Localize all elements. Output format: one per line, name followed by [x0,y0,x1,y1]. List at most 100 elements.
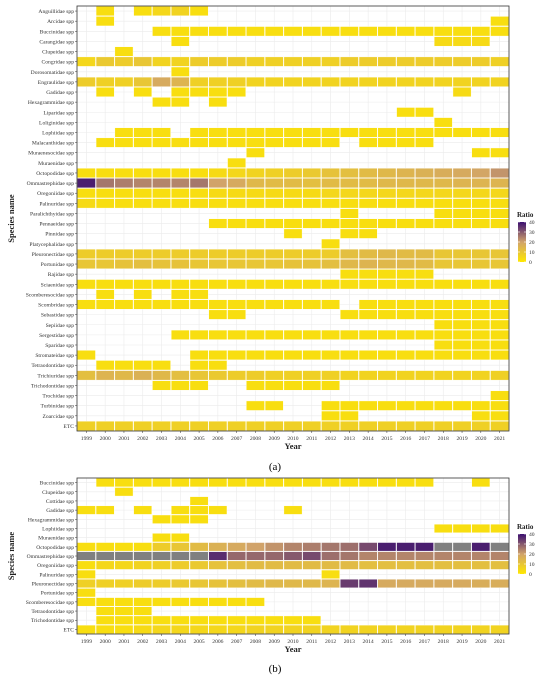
heatmap-cell: ETC 2008: 6 [246,624,265,634]
x-tick-label: 2012 [325,639,336,645]
heatmap-cell: Pleuronectidae spp 2000: 8 [95,248,115,259]
heatmap-cell: ETC 2014: 6 [358,624,378,634]
heatmap-cell: Trichodontidae spp 2009: 3 [264,615,284,625]
heatmap-cell: Trichiuridae spp 2008: 8 [246,370,265,381]
heatmap-cell: Malacanthidae spp 2003: 3 [152,137,171,148]
heatmap-cell: Paralichthyidae spp 2018: 3 [433,208,453,219]
heatmap-cell: Pleuronectidae spp 2007: 8 [227,248,246,259]
y-tick-label: Sepiidae spp [46,323,75,329]
heatmap-cell: Palinuridae spp 2000: 3 [95,198,115,209]
heatmap-cell: ETC 2013: 7 [340,420,359,431]
heatmap-cell: Octopodidae spp 2020: 19 [471,168,491,178]
heatmap-cell: Ommastrephidae spp 2002: grey [133,551,153,561]
heatmap-cell: Palinuridae spp 2021: 3 [490,198,509,209]
heatmap-cell: Turbinidae spp 2019: 3 [452,400,472,411]
heatmap-cell: Buccinidae spp 2020: 3 [471,478,491,488]
heatmap-cell: Engraulidae spp 2000: 7 [95,76,115,87]
heatmap-cell: Congridae spp 2002: 10 [133,56,153,67]
heatmap-cell: Pleuronectidae spp 2001: 7 [114,579,134,589]
heatmap-cell: Octopodidae spp 2000: 3 [95,168,115,178]
heatmap-cell: Muraenesocidae spp 2021: 3 [490,147,509,158]
heatmap-cell: ETC 2001: 7 [114,420,134,431]
heatmap-cell: Sebastidae spp 2013: 3 [340,309,359,320]
heatmap-cell: Portunidae spp 2010: 11 [283,259,303,269]
heatmap-cell: Trichiuridae spp 2004: 12 [171,370,190,381]
heatmap-cell: ETC 2010: 6 [283,624,303,634]
heatmap-cell: Octopodidae spp 2020: 38 [471,542,491,552]
heatmap-cell: Trichodontidae spp 2005: 3 [189,615,209,625]
y-tick-label: Sparidae spp [45,343,74,349]
heatmap-cell: Lophiidae spp 2019: 3 [452,523,472,533]
heatmap-cell: Pennaeidae spp 2015: 3 [377,218,397,229]
heatmap-cell: Trichodontidae spp 2001: 3 [114,615,134,625]
heatmap-cell: Sergestidae spp 2007: 3 [227,329,246,340]
heatmap-cell: Anguillidae spp 2002: 3 [133,6,153,17]
heatmap-cell: Octopodidae spp 2007: 5 [227,168,246,178]
heatmap-cell: Buccinidae spp 2012: 3 [321,26,340,37]
heatmap-cell: Gadidae spp 2004: 3 [171,87,190,97]
heatmap-cell: Pleuronectidae spp 2007: 12 [227,579,246,589]
x-tick-label: 2021 [494,436,505,442]
y-tick-label: Trochidae spp [42,394,74,400]
heatmap-cell: Ommastrephidae spp 2017: 14 [415,178,434,189]
heatmap-cell: Octopodidae spp 2017: 38 [415,542,434,552]
heatmap-cell: ETC 2009: 6 [264,624,284,634]
heatmap-cell: Oregoniidae spp 2021: 12 [490,560,509,570]
heatmap-cell: Portunidae spp 2003: 11 [152,259,171,269]
heatmap-cell: Engraulidae spp 1999: 8 [77,76,96,87]
heatmap-cell: ETC 2018: 6 [433,624,453,634]
heatmap-cell: Trichiuridae spp 2020: 6 [471,370,491,381]
heatmap-cell: Buccinidae spp 2021: 3 [490,26,509,37]
x-tick-label: 2002 [137,436,148,442]
heatmap-cell: Pleuronectidae spp 2016: 13 [396,248,415,259]
heatmap-cell: Scombridae spp 2000: 3 [95,299,115,310]
heatmap-cell: Clupeidae spp 2001: 3 [114,46,134,57]
heatmap-cell: Sergestidae spp 2005: 3 [189,329,209,340]
heatmap-cell: Palinuridae spp 2012: 3 [321,198,340,209]
heatmap-cell: Oregoniidae spp 2004: 8 [171,560,190,570]
heatmap-cell: Sciaenidae spp 2007: 3 [227,279,246,290]
heatmap-cell: Trichodontidae spp 2008: 3 [246,615,265,625]
heatmap-cell: Sparidae spp 2020: 3 [471,340,491,350]
heatmap-cell: ETC 2000: 7 [95,420,115,431]
y-tick-label: Gadidae spp [46,508,74,514]
heatmap-cell: Octopodidae spp 2015: 14 [377,168,397,178]
heatmap-cell: Pennaeidae spp 2021: 3 [490,218,509,229]
x-tick-label: 2007 [231,436,242,442]
y-tick-label: Platycephalidae spp [29,242,74,248]
heatmap-cell: Stromateidae spp 1999: 3 [77,350,96,361]
heatmap-cell: Stromateidae spp 2012: 3 [321,350,340,361]
y-tick-label: Scomberesocidae spp [26,292,75,298]
heatmap-cell: Buccinidae spp 2016: 3 [396,26,415,37]
heatmap-cell: Sparidae spp 2019: 3 [452,340,472,350]
heatmap-cell: Tetraodontidae spp 2002: 3 [133,360,153,371]
heatmap-cell: Liparidae spp 2017: 3 [415,107,434,118]
heatmap-cell: Pleuronectidae spp 2019: 10 [452,248,472,259]
x-tick-label: 2004 [175,639,186,645]
heatmap-cell: Turbinidae spp 2015: 3 [377,400,397,411]
heatmap-cell: Sciaenidae spp 2019: 3 [452,279,472,290]
heatmap-cell: Portunidae spp 2005: 10 [189,259,209,269]
heatmap-cell: Octopodidae spp 2004: 10 [171,542,190,552]
legend-tick-label: 30 [529,542,535,548]
heatmap-cell: Scombridae spp 2018: 3 [433,299,453,310]
heatmap-cell: Pennaeidae spp 2019: 3 [452,218,472,229]
heatmap-cell: Trichiuridae spp 2000: 15 [95,370,115,381]
y-tick-label: Turbinidae spp [40,404,74,410]
y-tick-label: Congridae spp [42,60,75,66]
heatmap-cell: Ommastrephidae spp 2000: 26 [95,178,115,189]
heatmap-cell: Sergestidae spp 2011: 3 [302,329,322,340]
heatmap-cell: Portunidae spp 2011: 11 [302,259,322,269]
heatmap-cell: Palinuridae spp 2006: 3 [208,198,228,209]
heatmap-b: Buccinidae spp 2000: 3Buccinidae spp 200… [6,477,535,654]
heatmap-cell: Trichodontidae spp 2012: 3 [321,380,340,391]
heatmap-cell: Lophiidae spp 2015: 3 [377,127,397,138]
heatmap-cell: Oregoniidae spp 2017: 5 [415,188,434,199]
heatmap-cell: Sepiidae spp 2020: 3 [471,319,491,330]
heatmap-cell: Gadidae spp 2006: 3 [208,87,228,97]
heatmap-cell: Trichodontidae spp 2011: 3 [302,615,322,625]
heatmap-cell: Engraulidae spp 2021: 6 [490,76,509,87]
heatmap-cell: Lophiidae spp 2003: 3 [152,127,171,138]
x-tick-label: 2019 [456,436,467,442]
heatmap-cell: Loliginidae spp 2018: 3 [433,117,453,128]
